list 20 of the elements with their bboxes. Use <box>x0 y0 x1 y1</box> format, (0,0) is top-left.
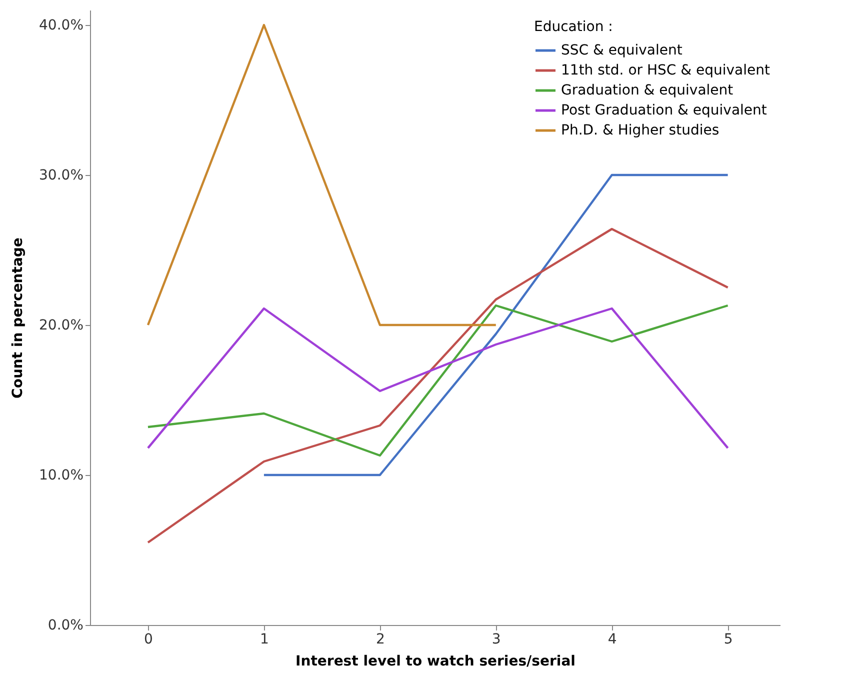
legend-label: Graduation & equivalent <box>561 82 734 98</box>
y-tick-label: 10.0% <box>39 468 84 484</box>
y-tick-label: 0.0% <box>48 618 84 634</box>
y-tick-label: 20.0% <box>39 318 84 334</box>
legend-label: Post Graduation & equivalent <box>561 102 768 118</box>
legend-label: SSC & equivalent <box>561 42 683 58</box>
y-tick-label: 30.0% <box>39 168 84 184</box>
legend-label: Ph.D. & Higher studies <box>561 122 720 138</box>
x-tick-label: 3 <box>492 632 501 648</box>
x-tick-label: 5 <box>724 632 733 648</box>
x-axis-title: Interest level to watch series/serial <box>296 654 576 670</box>
x-tick-label: 4 <box>608 632 617 648</box>
legend-title: Education : <box>534 19 613 35</box>
line-series <box>146 228 729 544</box>
y-tick-label: 40.0% <box>39 18 84 34</box>
y-axis-title: Count in percentage <box>10 238 26 398</box>
x-tick-label: 2 <box>376 632 385 648</box>
x-tick-label: 1 <box>260 632 269 648</box>
legend-label: 11th std. or HSC & equivalent <box>561 62 770 78</box>
x-tick-label: 0 <box>144 632 153 648</box>
